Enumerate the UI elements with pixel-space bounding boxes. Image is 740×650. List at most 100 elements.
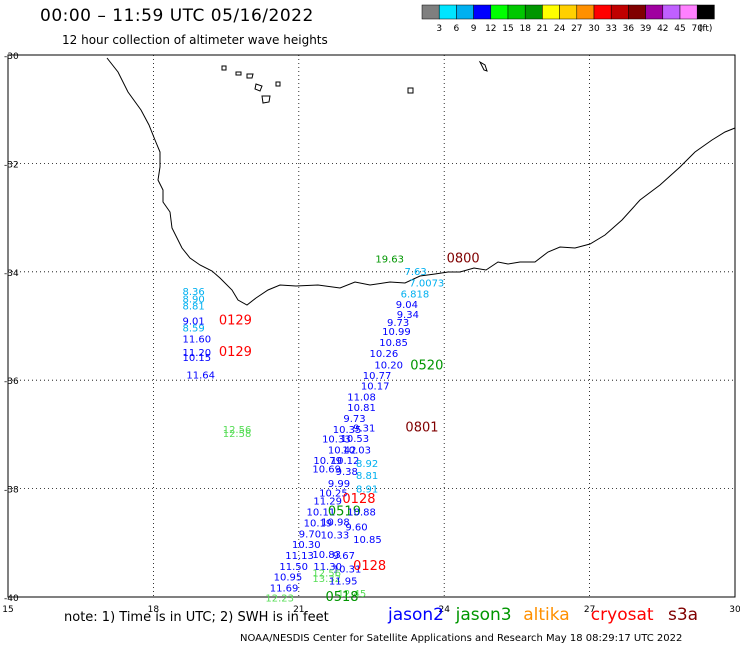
wave-height-label: 10.15	[182, 353, 211, 364]
wave-height-label: 10.11	[307, 508, 336, 519]
colorbar-label: 18	[519, 24, 531, 34]
lon-tick-label: 15	[2, 605, 13, 615]
satellite-legend-jason2: jason2	[388, 605, 444, 625]
colorbar-swatch	[524, 4, 543, 20]
wave-height-label: 12.23	[265, 593, 294, 604]
pass-time-label: 0129	[219, 345, 252, 360]
pass-time-label: 0518	[325, 590, 358, 605]
colorbar-swatch	[610, 4, 629, 20]
colorbar-label: 24	[554, 24, 566, 34]
credit-line: NOAA/NESDIS Center for Satellite Applica…	[240, 633, 683, 644]
wave-height-label: 8.36	[182, 287, 204, 298]
colorbar-label: 27	[571, 24, 582, 34]
wave-height-label: 9.99	[328, 479, 350, 490]
wave-height-label: 10.88	[347, 508, 376, 519]
coastline-africa	[106, 57, 736, 306]
wave-height-label: 6.818	[401, 289, 430, 300]
colorbar-label: 39	[640, 24, 652, 34]
lon-tick-label: 18	[148, 605, 160, 615]
lat-tick-label: -36	[4, 377, 19, 387]
island-7	[407, 87, 414, 94]
coastline	[106, 57, 736, 306]
pass-time-label: 0801	[405, 421, 438, 436]
island-3	[246, 73, 254, 79]
colorbar-label: 30	[588, 24, 600, 34]
lat-tick-label: -32	[4, 160, 19, 170]
map-grid	[7, 54, 736, 598]
lat-tick-label: -40	[4, 594, 19, 604]
island-5	[261, 95, 271, 104]
wave-height-label: 11.60	[182, 334, 211, 345]
colorbar-unit: (ft)	[699, 24, 713, 34]
wave-height-label: 10.17	[361, 381, 390, 392]
colorbar: 3 6 9 12 15 18 21 24 27 30 33 36 39 42 45 70(ft)	[421, 4, 715, 34]
wave-height-label: 10.30	[292, 540, 321, 551]
wave-height-label: 10.35	[333, 425, 362, 436]
wave-height-label: 10.25	[319, 489, 348, 500]
wave-height-label: 10.26	[370, 349, 399, 360]
colorbar-swatch	[645, 4, 664, 20]
colorbar-label: 33	[605, 24, 616, 34]
pass-time-label: 0128	[353, 559, 386, 574]
colorbar-swatch	[559, 4, 578, 20]
wave-height-label: 8.91	[356, 484, 378, 495]
wave-height-label: 10.33	[322, 435, 351, 446]
colorbar-swatch	[421, 4, 440, 20]
satellite-legend-jason3: jason3	[455, 605, 512, 625]
colorbar-label: 70	[691, 24, 703, 34]
page-subtitle: 12 hour collection of altimeter wave hei…	[62, 33, 328, 47]
wave-height-label: 10.42	[328, 445, 357, 456]
island-6	[275, 81, 281, 87]
island-4	[254, 83, 263, 92]
satellite-legend-altika: altika	[523, 605, 570, 625]
wave-height-label: 10.03	[342, 445, 371, 456]
pass-time-label: 0800	[447, 252, 480, 267]
colorbar-label: 12	[485, 24, 496, 34]
wave-height-label: 10.81	[347, 403, 376, 414]
wave-height-label: 9.73	[387, 318, 409, 329]
wave-height-label: 9.70	[299, 529, 321, 540]
colorbar-swatch	[490, 4, 509, 20]
wave-height-label: 10.20	[374, 360, 403, 371]
colorbar-label: 9	[471, 24, 477, 34]
wave-height-label: 7.0073	[409, 278, 444, 289]
lat-tick-label: -30	[4, 52, 19, 62]
island-2	[235, 71, 242, 76]
wave-height-label: 11.20	[182, 348, 211, 359]
wave-height-label: 9.34	[397, 310, 419, 321]
map-frame	[7, 54, 736, 598]
footnote: note: 1) Time is in UTC; 2) SWH is in fe…	[64, 610, 329, 625]
wave-height-labels: 19.63 08007.637.00736.8189.049.349.7310.9…	[182, 252, 479, 605]
wave-height-label: 10.85	[379, 338, 408, 349]
lat-tick-label: -34	[4, 269, 19, 279]
colorbar-label: 21	[537, 24, 548, 34]
wave-height-label: 12.58	[223, 429, 252, 440]
wave-height-label: 12.56	[312, 568, 341, 579]
lat-tick-label: -38	[4, 486, 19, 496]
wave-height-label: 7.63	[404, 267, 426, 278]
wave-height-label: 9.31	[353, 424, 375, 435]
lon-tick-label: 24	[438, 605, 450, 615]
colorbar-swatch	[593, 4, 612, 20]
wave-height-label: 10.12	[331, 456, 360, 467]
wave-height-label: 10.33	[321, 530, 350, 541]
colorbar-swatch	[542, 4, 560, 20]
wave-height-label: 11.08	[347, 392, 376, 403]
island-8	[478, 60, 488, 72]
wave-height-label: 11.64	[186, 371, 215, 382]
wave-height-label: 19.63	[375, 255, 404, 266]
colorbar-label: 15	[502, 24, 513, 34]
pass-time-label: 0128	[342, 492, 375, 507]
colorbar-swatch	[696, 4, 715, 20]
satellite-legend-cryosat: cryosat	[590, 605, 654, 625]
wave-height-label: 8.59	[182, 323, 204, 334]
lon-tick-label: 30	[729, 605, 740, 615]
wave-height-label: 10.99	[382, 327, 411, 338]
wave-height-label: 13.32	[312, 574, 341, 585]
colorbar-swatch	[473, 4, 492, 20]
wave-height-label: 11.69	[270, 584, 299, 595]
wave-height-label: 10.31	[333, 565, 362, 576]
colorbar-label: 36	[623, 24, 635, 34]
